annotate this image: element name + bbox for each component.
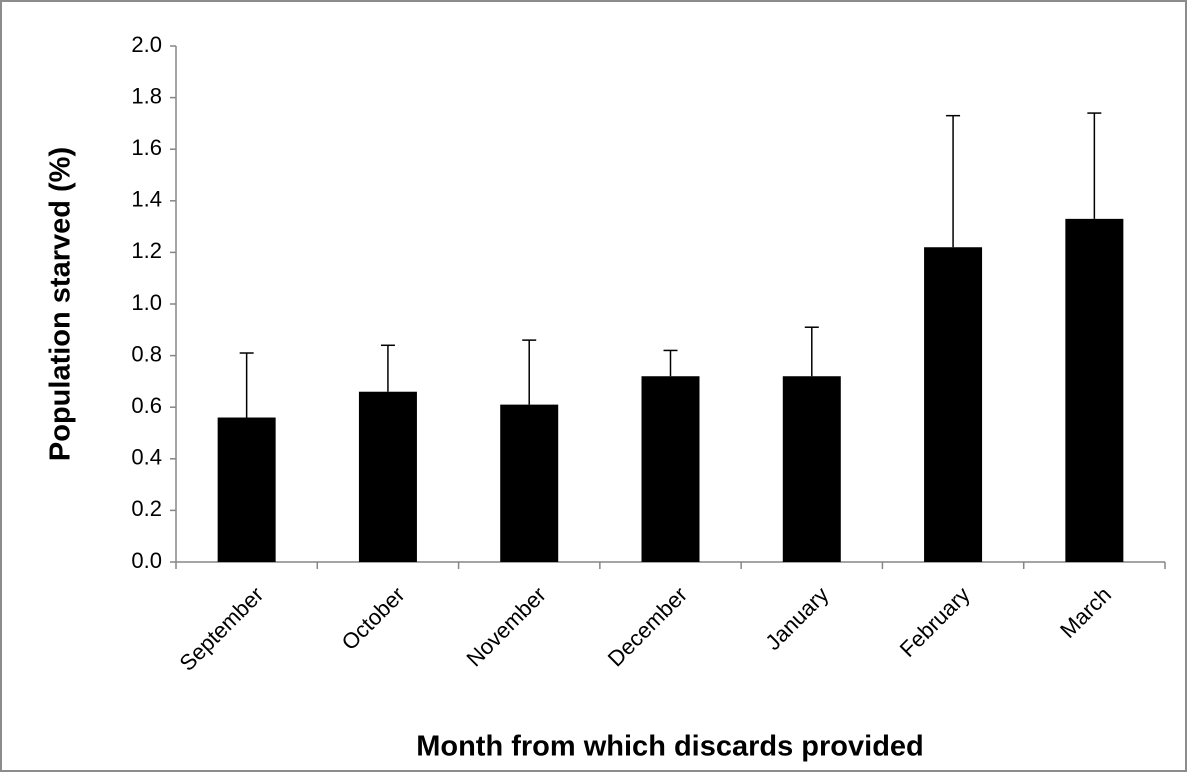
y-tick-label: 1.6 bbox=[131, 135, 162, 160]
bar bbox=[924, 247, 983, 563]
y-tick-label: 0.8 bbox=[131, 341, 162, 366]
y-tick-label: 1.2 bbox=[131, 238, 162, 263]
y-tick-label: 0.0 bbox=[131, 548, 162, 573]
error-bar bbox=[239, 352, 254, 418]
bar bbox=[217, 417, 276, 562]
y-tick-label: 0.6 bbox=[131, 393, 162, 418]
error-bar bbox=[946, 114, 961, 248]
y-tick-label: 2.0 bbox=[131, 32, 162, 57]
bar bbox=[782, 376, 841, 562]
error-bar bbox=[663, 349, 678, 377]
bar bbox=[500, 404, 559, 562]
error-bar bbox=[804, 326, 819, 377]
error-bar bbox=[380, 344, 395, 392]
error-bar bbox=[1087, 112, 1102, 219]
y-tick-label: 0.2 bbox=[131, 496, 162, 521]
y-tick-label: 0.4 bbox=[131, 445, 162, 470]
x-axis-title: Month from which discards provided bbox=[416, 731, 924, 763]
y-axis-title: Population starved (%) bbox=[45, 147, 77, 461]
bar bbox=[358, 391, 417, 562]
y-tick-label: 1.0 bbox=[131, 290, 162, 315]
bar bbox=[641, 376, 700, 562]
y-tick-label: 1.8 bbox=[131, 83, 162, 108]
error-bar bbox=[522, 339, 537, 405]
bar bbox=[1065, 218, 1124, 563]
y-tick-label: 1.4 bbox=[131, 187, 162, 212]
